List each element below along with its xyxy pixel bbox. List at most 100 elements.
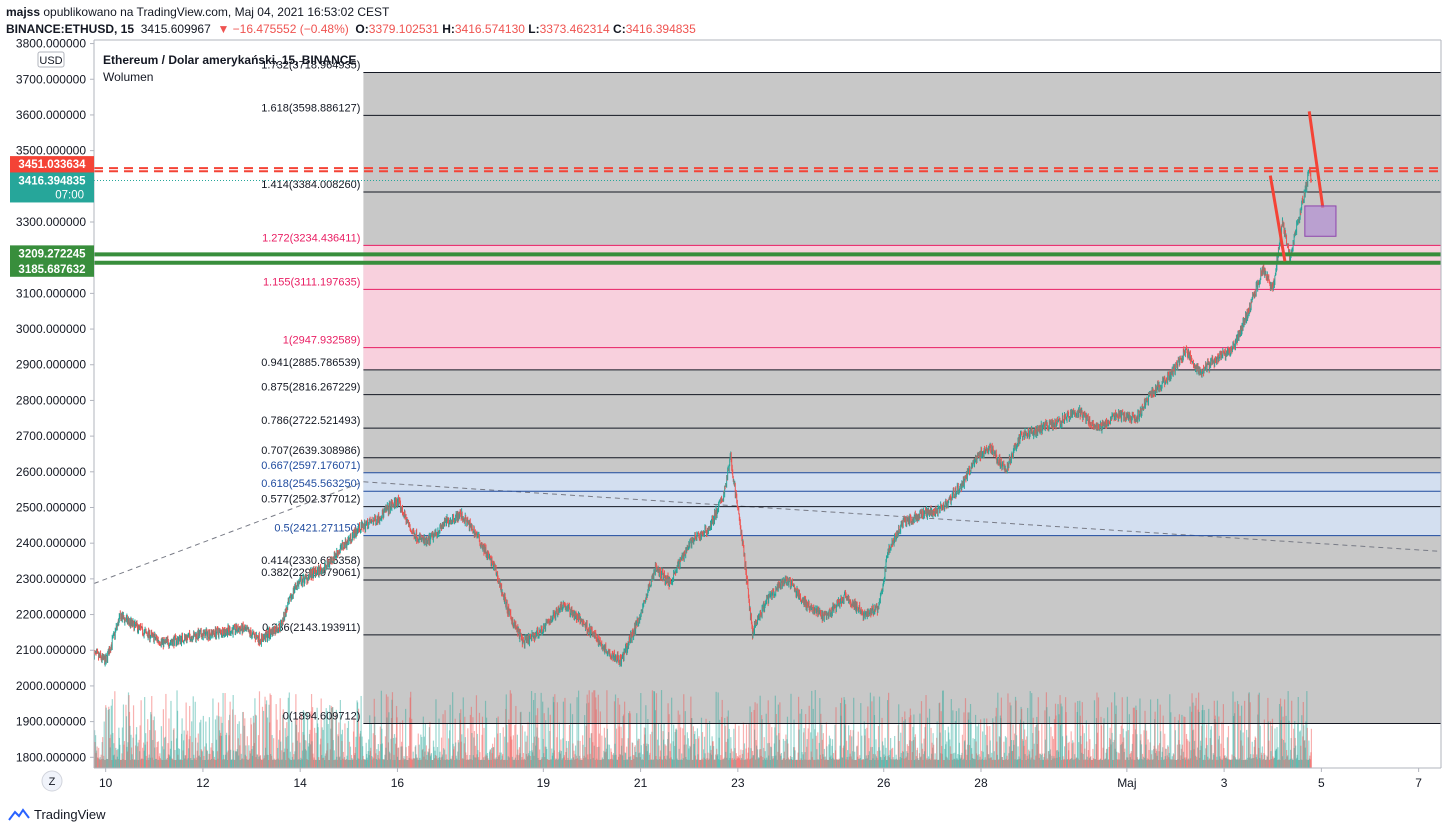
red-annotation-line — [1268, 175, 1287, 262]
volume-bar — [1061, 736, 1064, 768]
volume-bar — [1084, 748, 1086, 768]
volume-bar — [364, 759, 366, 768]
volume-bar — [290, 759, 292, 768]
volume-bar — [1171, 759, 1173, 768]
volume-bar — [1176, 759, 1178, 768]
volume-bar — [1147, 759, 1150, 768]
volume-bar — [205, 743, 207, 768]
volume-bar — [355, 759, 358, 768]
volume-bar — [574, 754, 576, 768]
volume-bar — [1305, 721, 1307, 768]
volume-bar — [554, 694, 556, 768]
volume-bar — [888, 692, 890, 768]
volume-bar — [782, 758, 784, 768]
volume-bar — [1226, 758, 1228, 768]
volume-bar — [505, 708, 507, 768]
volume-bar — [975, 741, 977, 768]
volume-bar — [927, 756, 930, 768]
volume-bar — [1108, 759, 1110, 768]
volume-bar — [1240, 740, 1242, 768]
volume-bar — [522, 759, 524, 768]
volume-bar — [894, 735, 896, 768]
volume-bar — [1275, 748, 1278, 768]
volume-bar — [783, 758, 785, 768]
volume-bar — [370, 747, 372, 768]
volume-bar — [739, 755, 741, 768]
volume-bar — [925, 759, 928, 768]
volume-bar — [647, 744, 649, 768]
volume-bar — [337, 736, 339, 768]
volume-bar — [788, 759, 790, 768]
volume-bar — [1195, 697, 1197, 768]
volume-bar — [1079, 715, 1081, 768]
volume-bar — [379, 726, 381, 768]
volume-bar — [496, 759, 498, 768]
volume-bar — [735, 753, 737, 768]
volume-bar — [273, 758, 275, 768]
volume-bar — [370, 724, 372, 768]
volume-bar — [346, 727, 349, 768]
publication-line: majss opublikowano na TradingView.com, M… — [6, 5, 389, 19]
volume-bar — [835, 759, 838, 768]
volume-bar — [364, 759, 366, 768]
volume-bar — [1092, 758, 1095, 768]
volume-bar — [296, 718, 298, 768]
volume-bar — [432, 740, 435, 768]
volume-bar — [987, 726, 989, 768]
volume-bar — [307, 760, 309, 768]
volume-bar — [1013, 744, 1015, 768]
volume-bar — [1174, 730, 1176, 768]
volume-bar — [635, 751, 637, 768]
volume-bar — [300, 757, 302, 768]
volume-bar — [471, 732, 473, 768]
volume-bar — [223, 759, 226, 768]
volume-bar — [156, 742, 158, 768]
volume-bar — [1190, 750, 1192, 768]
volume-bar — [540, 759, 542, 768]
volume-bar — [885, 760, 888, 768]
volume-bar — [177, 754, 179, 768]
volume-bar — [360, 730, 362, 768]
volume-bar — [192, 759, 194, 768]
volume-bar — [983, 760, 985, 768]
volume-bar — [951, 753, 953, 768]
volume-bar — [290, 759, 292, 768]
volume-bar — [721, 699, 723, 768]
volume-bar — [1052, 758, 1054, 768]
volume-bar — [674, 731, 676, 768]
volume-bar — [764, 758, 766, 768]
volume-bar — [392, 737, 395, 768]
volume-bar — [565, 752, 567, 768]
volume-bar — [410, 691, 412, 768]
volume-bar — [322, 729, 324, 768]
volume-bar — [1056, 757, 1058, 768]
volume-bar — [590, 733, 592, 768]
volume-bar — [1164, 756, 1166, 768]
volume-bar — [1118, 759, 1120, 768]
volume-bar — [182, 750, 184, 768]
auto-scale-button[interactable] — [41, 770, 63, 792]
volume-bar — [548, 759, 550, 768]
volume-bar — [902, 751, 904, 768]
volume-bar — [477, 757, 480, 768]
volume-bar — [238, 721, 240, 768]
volume-bar — [609, 759, 611, 768]
volume-bar — [353, 717, 355, 768]
volume-bar — [231, 759, 233, 768]
volume-bar — [309, 744, 312, 768]
volume-bar — [426, 754, 428, 768]
volume-bar — [237, 723, 239, 768]
volume-bar — [280, 759, 282, 768]
volume-bar — [1184, 759, 1187, 768]
volume-bar — [707, 759, 710, 768]
volume-bar — [510, 693, 512, 768]
volume-bar — [305, 750, 308, 768]
volume-bar — [139, 725, 141, 768]
volume-bar — [171, 759, 174, 768]
volume-bar — [506, 759, 508, 768]
volume-bar — [119, 759, 121, 768]
tradingview-logo[interactable]: TradingView — [8, 807, 106, 822]
volume-bar — [1156, 755, 1158, 768]
volume-bar — [124, 759, 126, 768]
